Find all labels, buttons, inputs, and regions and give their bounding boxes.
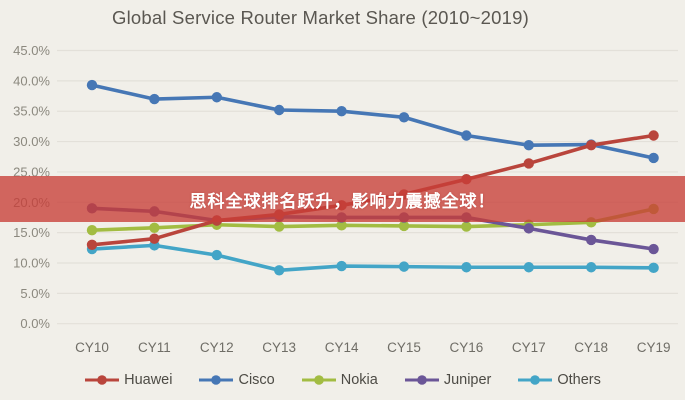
data-point-others-cy12 bbox=[211, 249, 222, 261]
data-point-cisco-cy10 bbox=[86, 79, 98, 91]
data-point-huawei-cy19 bbox=[648, 130, 659, 141]
headline-text: 思科全球排名跃升，影响力震撼全球！ bbox=[189, 191, 496, 211]
x-axis-tick: CY14 bbox=[325, 340, 359, 355]
data-point-huawei-cy18 bbox=[586, 140, 597, 151]
x-axis-tick: CY16 bbox=[450, 340, 484, 355]
x-axis-tick: CY11 bbox=[138, 340, 171, 355]
x-axis-tick: CY15 bbox=[387, 340, 421, 355]
data-point-cisco-cy14 bbox=[336, 106, 347, 117]
legend-label-huawei: Huawei bbox=[124, 372, 173, 388]
data-point-cisco-cy19 bbox=[648, 152, 659, 164]
y-axis-tick: 35.0% bbox=[13, 104, 50, 119]
legend-marker-dot bbox=[313, 375, 324, 385]
y-axis-tick: 5.0% bbox=[20, 286, 50, 301]
legend-marker-juniper bbox=[404, 375, 439, 385]
series-line-others bbox=[90, 243, 656, 273]
data-point-juniper-cy18 bbox=[586, 234, 597, 246]
legend-label-nokia: Nokia bbox=[340, 372, 378, 388]
data-point-nokia-cy16 bbox=[461, 221, 472, 232]
data-point-others-cy16 bbox=[461, 262, 472, 273]
legend-item-juniper: Juniper bbox=[404, 372, 492, 388]
legend-marker-dot bbox=[97, 375, 107, 385]
y-axis-tick: 40.0% bbox=[13, 73, 50, 88]
chart-legend: Huawei Cisco Nokia Juniper Others bbox=[0, 368, 685, 392]
y-axis-tick: 45.0% bbox=[13, 43, 50, 58]
x-axis-tick: CY17 bbox=[512, 340, 546, 355]
y-axis-tick: 10.0% bbox=[13, 255, 50, 270]
data-point-others-cy15 bbox=[398, 261, 410, 272]
data-point-others-cy17 bbox=[523, 262, 534, 273]
series-line-cisco bbox=[90, 83, 656, 160]
data-point-cisco-cy16 bbox=[461, 130, 472, 141]
x-axis-tick: CY18 bbox=[574, 340, 608, 355]
data-point-huawei-cy10 bbox=[86, 239, 98, 250]
data-point-nokia-cy11 bbox=[149, 222, 160, 233]
data-point-cisco-cy11 bbox=[149, 93, 160, 105]
data-point-others-cy14 bbox=[336, 260, 347, 272]
series-line-nokia bbox=[90, 207, 656, 233]
legend-item-huawei: Huawei bbox=[84, 372, 172, 388]
legend-marker-others bbox=[518, 375, 553, 385]
data-point-juniper-cy17 bbox=[523, 223, 534, 234]
legend-marker-nokia bbox=[301, 375, 336, 385]
data-point-huawei-cy11 bbox=[149, 233, 160, 244]
legend-label-juniper: Juniper bbox=[443, 372, 492, 388]
y-axis-tick: 15.0% bbox=[13, 225, 50, 240]
legend-label-cisco: Cisco bbox=[238, 372, 275, 388]
data-point-juniper-cy19 bbox=[648, 243, 659, 255]
data-point-cisco-cy12 bbox=[211, 92, 222, 103]
data-point-huawei-cy17 bbox=[523, 158, 534, 169]
legend-item-nokia: Nokia bbox=[301, 372, 378, 388]
legend-marker-dot bbox=[530, 375, 541, 385]
data-point-nokia-cy15 bbox=[398, 220, 410, 232]
legend-item-others: Others bbox=[517, 372, 601, 388]
x-axis-tick: CY10 bbox=[75, 340, 109, 355]
x-axis-tick: CY12 bbox=[200, 340, 234, 355]
legend-item-cisco: Cisco bbox=[198, 372, 275, 388]
data-point-others-cy18 bbox=[586, 262, 597, 273]
legend-marker-cisco bbox=[199, 375, 234, 385]
data-point-nokia-cy14 bbox=[336, 220, 347, 231]
headline-banner: 思科全球排名跃升，影响力震撼全球！ bbox=[0, 176, 685, 222]
chart-title: Global Service Router Market Share (2010… bbox=[112, 7, 529, 28]
x-axis-tick: CY19 bbox=[637, 340, 671, 355]
x-axis-tick: CY13 bbox=[262, 340, 296, 355]
data-point-nokia-cy13 bbox=[274, 221, 285, 232]
y-axis-tick: 30.0% bbox=[13, 134, 50, 149]
data-point-nokia-cy10 bbox=[86, 225, 98, 236]
data-point-cisco-cy15 bbox=[398, 112, 410, 123]
data-point-cisco-cy17 bbox=[523, 140, 534, 151]
y-axis-tick: 0.0% bbox=[20, 316, 50, 331]
legend-label-others: Others bbox=[557, 372, 601, 388]
y-axis-tick: 25.0% bbox=[13, 164, 50, 179]
legend-marker-dot bbox=[417, 375, 427, 385]
legend-marker-dot bbox=[211, 375, 222, 385]
legend-marker-huawei bbox=[85, 375, 120, 385]
data-point-others-cy19 bbox=[648, 262, 659, 274]
data-point-cisco-cy13 bbox=[274, 104, 285, 116]
data-point-others-cy13 bbox=[274, 265, 285, 276]
